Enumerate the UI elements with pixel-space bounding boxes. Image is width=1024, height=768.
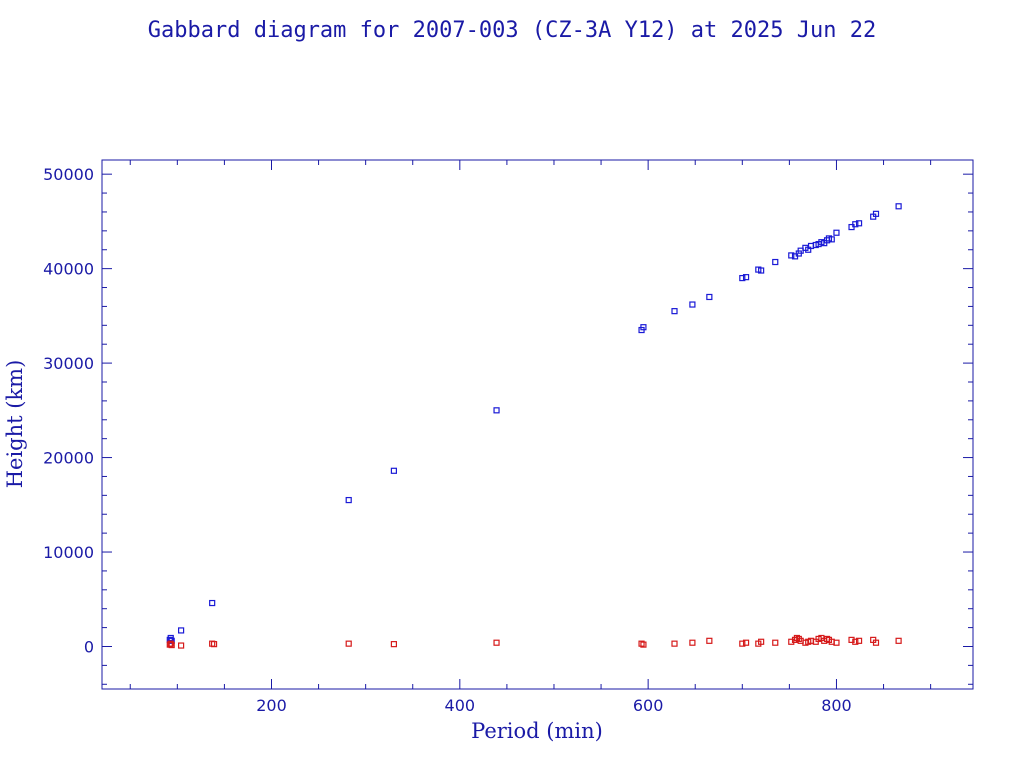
apogee-point — [772, 258, 779, 266]
axis-ticks — [102, 160, 973, 689]
perigee-point — [345, 640, 352, 647]
perigee-point — [852, 638, 859, 645]
perigee-point — [791, 636, 799, 643]
y-tick-label: 0 — [84, 637, 94, 656]
apogee-point — [828, 236, 835, 243]
apogee-point — [493, 407, 500, 414]
apogee-point — [706, 293, 713, 301]
plot-frame — [101, 159, 974, 690]
y-tick-label: 20000 — [43, 449, 94, 468]
x-axis-label: Period (min) — [471, 719, 603, 743]
apogee-point — [742, 274, 750, 281]
y-tick-label: 50000 — [43, 165, 94, 184]
y-tick-label: 40000 — [43, 260, 94, 279]
perigee-point — [167, 640, 174, 647]
apogee-point — [209, 599, 216, 607]
x-tick-label: 600 — [633, 696, 664, 715]
perigee-point — [689, 639, 696, 646]
data-points — [166, 203, 902, 649]
perigee-point — [872, 639, 880, 646]
apogee-point — [390, 467, 398, 474]
perigee-point — [390, 641, 398, 648]
apogee-point — [689, 301, 696, 308]
perigee-point — [640, 641, 647, 648]
perigee-point — [758, 638, 765, 645]
apogee-point — [671, 308, 678, 315]
perigee-point — [210, 641, 218, 648]
apogee-point — [855, 220, 863, 227]
perigee-point — [895, 637, 902, 644]
y-tick-label: 30000 — [43, 354, 94, 373]
chart-title: Gabbard diagram for 2007-003 (CZ-3A Y12)… — [148, 18, 876, 43]
perigee-point — [493, 639, 500, 646]
apogee-point — [640, 324, 647, 331]
perigee-point — [177, 642, 185, 649]
x-tick-label: 200 — [256, 696, 287, 715]
apogee-point — [895, 203, 902, 210]
apogee-point — [852, 221, 859, 228]
perigee-point — [848, 636, 855, 643]
apogee-point — [345, 496, 352, 504]
perigee-point — [638, 640, 645, 647]
apogee-point — [177, 627, 185, 634]
perigee-point — [855, 637, 863, 644]
apogee-point — [872, 210, 880, 217]
perigee-point — [772, 639, 779, 646]
y-axis-label: Height (km) — [3, 360, 27, 489]
perigee-point — [671, 640, 678, 647]
perigee-point — [742, 639, 750, 646]
perigee-point — [833, 639, 840, 646]
perigee-point — [706, 637, 713, 644]
y-tick-label: 10000 — [43, 543, 94, 562]
apogee-point — [788, 252, 795, 259]
perigee-point — [739, 640, 746, 647]
apogee-point — [739, 274, 746, 282]
series-apogee — [166, 203, 902, 644]
apogee-point — [758, 267, 765, 274]
tick-labels: 200 400 600 800 0 10000 20000 30000 40000 50000 — [43, 165, 852, 715]
x-tick-label: 400 — [445, 696, 476, 715]
apogee-point — [833, 229, 840, 236]
perigee-point — [168, 641, 175, 649]
series-perigee — [166, 634, 902, 649]
perigee-point — [795, 635, 802, 643]
x-tick-label: 800 — [821, 696, 852, 715]
perigee-point — [788, 638, 795, 645]
